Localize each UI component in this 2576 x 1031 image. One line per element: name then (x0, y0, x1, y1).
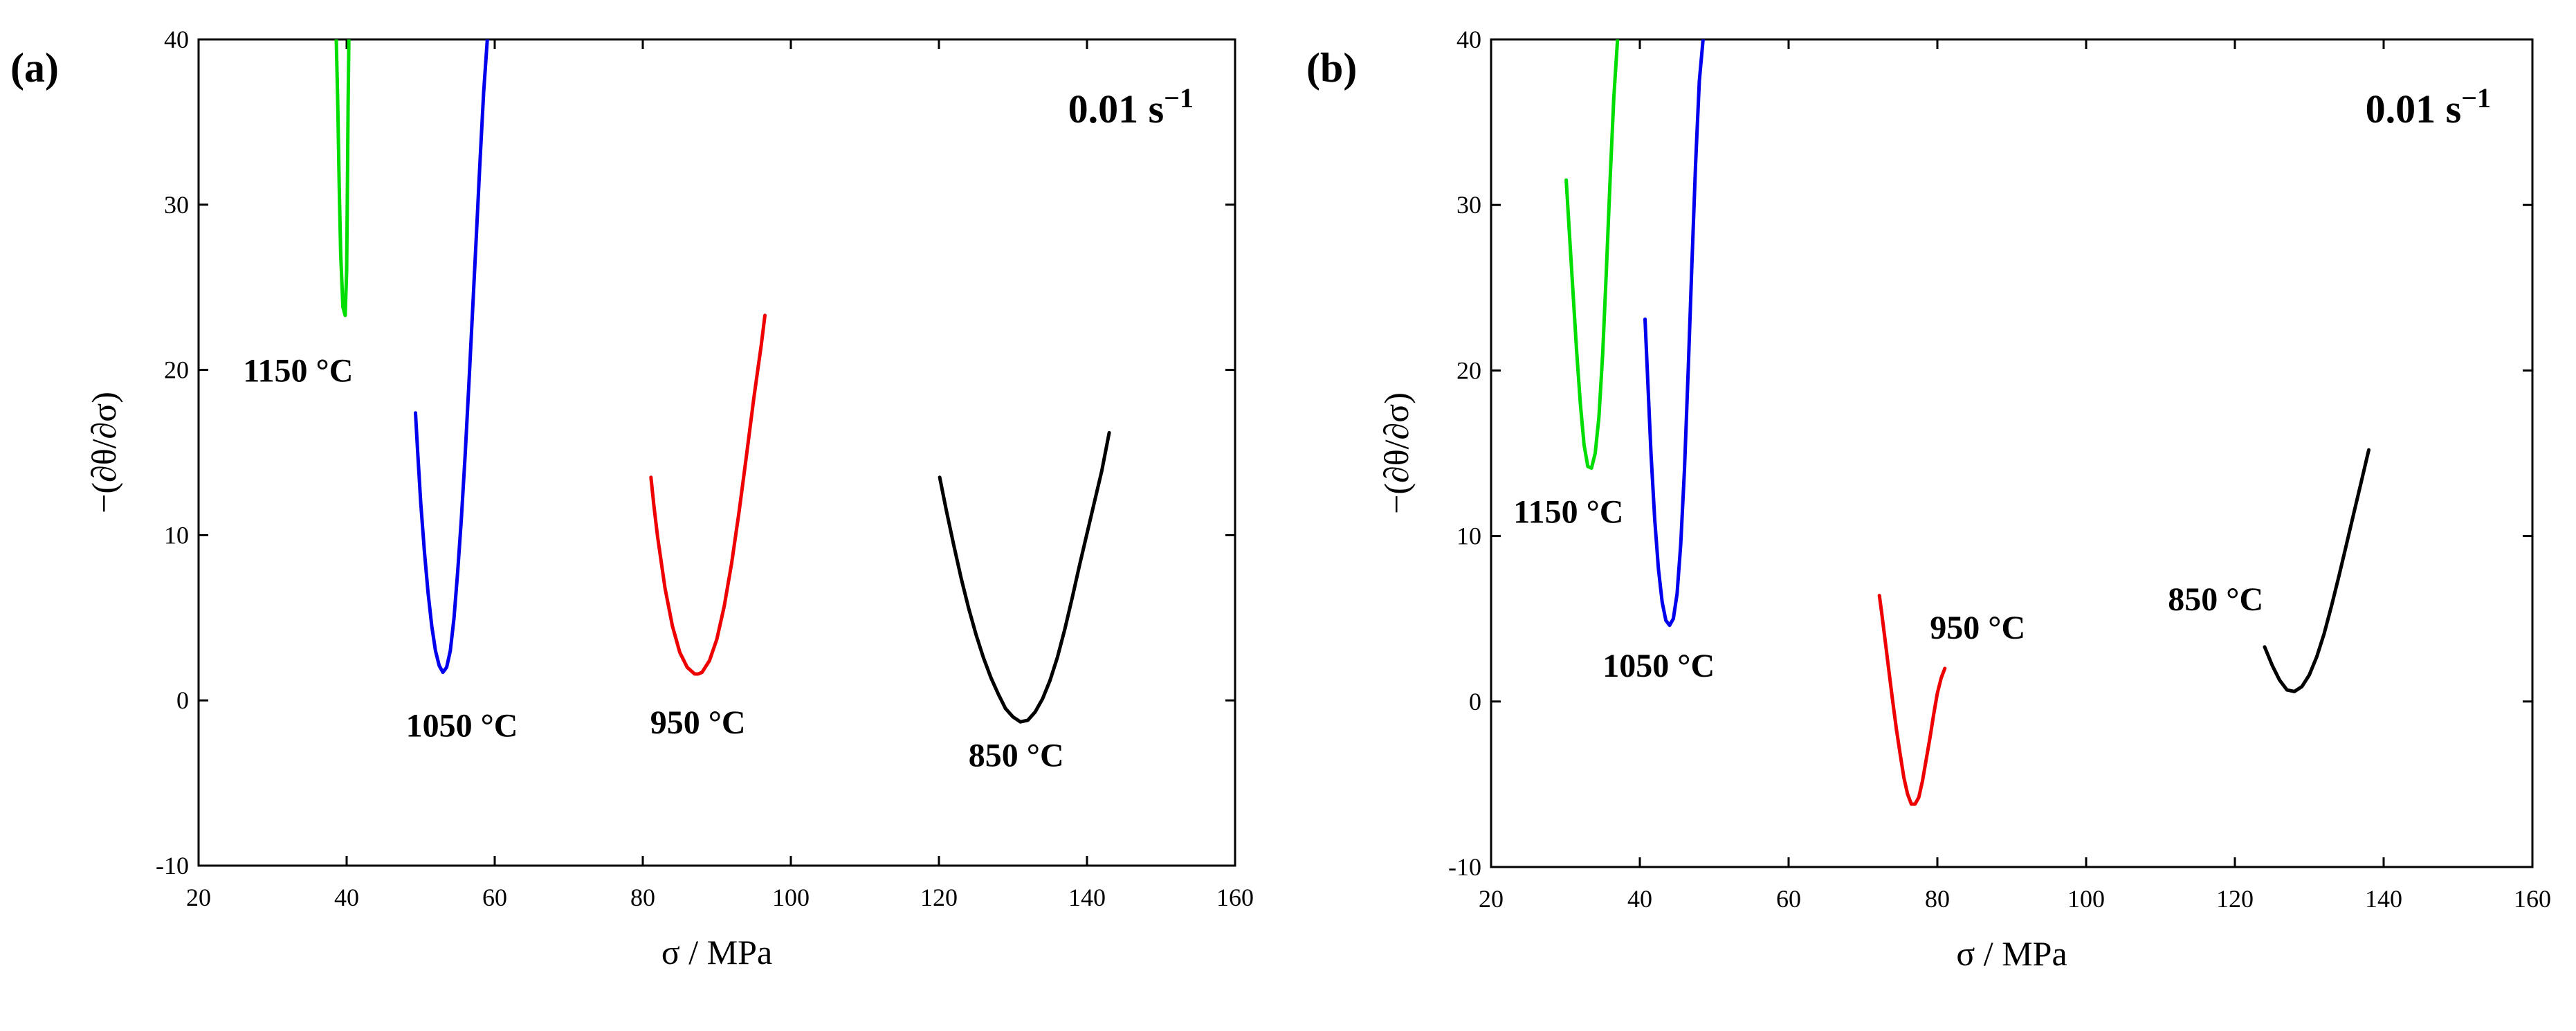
x-tick-label: 20 (186, 884, 211, 911)
x-tick-label: 80 (630, 884, 655, 911)
series-line-850c (938, 430, 1111, 724)
series-line-1050c (1643, 39, 1705, 628)
y-tick-label: 10 (1456, 522, 1481, 550)
x-tick-label: 60 (482, 884, 507, 911)
y-axis-title: −(∂θ/∂σ) (1377, 392, 1416, 514)
strain-rate-value: 0.01 s (1068, 86, 1164, 131)
x-tick-label: 60 (1776, 885, 1801, 913)
chart-panel-b: 20 40 60 80 100 120 140 160 -10 0 10 20 30 40 σ / MPa −… (1296, 0, 2576, 1028)
y-tick-label: -10 (1448, 853, 1481, 881)
series-line-850c (2263, 448, 2371, 693)
series-line-1050c (414, 39, 489, 675)
x-axis-title: σ / MPa (661, 933, 772, 971)
x-tick-label: 120 (920, 884, 958, 911)
panel-background (0, 0, 1273, 1028)
y-tick-label: 30 (164, 191, 189, 219)
series-label-950c: 950 °C (650, 704, 746, 741)
y-tick-label: 20 (1456, 356, 1481, 384)
strain-rate-value: 0.01 s (2366, 86, 2462, 131)
x-tick-label: 140 (1068, 884, 1106, 911)
series-line-1150c (334, 39, 351, 318)
x-tick-label: 80 (1925, 885, 1950, 913)
y-tick-label: -10 (156, 852, 189, 879)
series-label-1050c: 1050 °C (406, 708, 518, 745)
plot-frame (1490, 38, 2534, 868)
y-tick-label: 40 (164, 26, 189, 53)
series-label-1150c: 1150 °C (1513, 493, 1623, 530)
series-line-1150c (1564, 39, 1620, 470)
series-label-1050c: 1050 °C (1602, 648, 1715, 684)
series-line-950c (649, 313, 767, 676)
plot-frame (197, 38, 1236, 867)
strain-rate-annotation: 0.01 s−1 (2366, 82, 2491, 131)
x-tick-label: 20 (1479, 885, 1504, 913)
y-tick-label: 0 (176, 686, 189, 714)
y-tick-label: 10 (164, 521, 189, 549)
x-tick-label: 40 (1627, 885, 1652, 913)
x-tick-label: 160 (2514, 885, 2551, 913)
y-tick-label: 0 (1469, 688, 1481, 715)
x-tick-label: 160 (1216, 884, 1254, 911)
series-line-950c (1877, 594, 1947, 806)
y-tick-label: 40 (1456, 26, 1481, 53)
y-tick-label: 20 (164, 356, 189, 384)
panel-label: (b) (1306, 45, 1357, 91)
series-label-850c: 850 °C (2168, 581, 2263, 618)
series-label-950c: 950 °C (1930, 610, 2025, 646)
y-tick-label: 30 (1456, 191, 1481, 219)
strain-rate-exponent: −1 (2461, 82, 2491, 113)
x-axis-title: σ / MPa (1956, 934, 2067, 973)
chart-panel-a: 20 40 60 80 100 120 140 160 -10 0 10 20 30 40 σ / MPa −… (0, 0, 1273, 1028)
series-label-850c: 850 °C (969, 738, 1064, 774)
series-label-1150c: 1150 °C (243, 352, 353, 389)
x-tick-label: 140 (2365, 885, 2402, 913)
panel-label: (a) (10, 45, 59, 91)
x-tick-label: 100 (2067, 885, 2105, 913)
x-tick-label: 120 (2216, 885, 2254, 913)
panel-background (1296, 0, 2576, 1028)
x-tick-label: 100 (772, 884, 810, 911)
y-axis-title: −(∂θ/∂σ) (84, 392, 123, 513)
strain-rate-exponent: −1 (1164, 82, 1194, 113)
x-tick-label: 40 (334, 884, 359, 911)
strain-rate-annotation: 0.01 s−1 (1068, 82, 1194, 131)
